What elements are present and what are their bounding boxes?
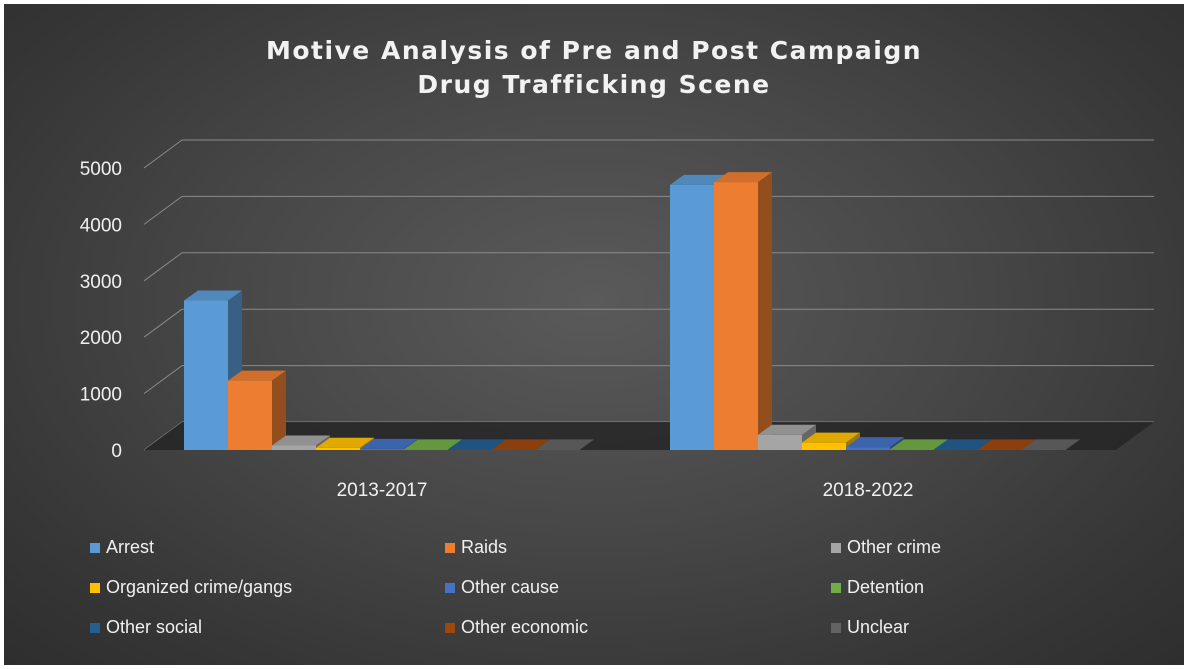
bar-detention-2013-2017 bbox=[404, 449, 448, 450]
legend-item: Raids bbox=[445, 537, 507, 558]
bar-top bbox=[360, 438, 418, 449]
bar-top bbox=[272, 435, 330, 446]
plot-area: 0 1000 2000 3000 4000 5000 2013-2017 2018-2022 bbox=[80, 139, 1154, 501]
legend-item: Organized crime/gangs bbox=[90, 577, 292, 598]
legend-swatch bbox=[445, 622, 455, 633]
bar-top bbox=[978, 439, 1036, 450]
gridline-depth-1 bbox=[143, 365, 183, 395]
bar-other-economic-2018-2022 bbox=[978, 449, 1022, 450]
legend-item: Unclear bbox=[831, 617, 909, 638]
legend-swatch bbox=[90, 542, 100, 553]
bar-top bbox=[846, 437, 904, 448]
bar-side bbox=[890, 437, 904, 450]
bar-side bbox=[272, 370, 286, 450]
bar-side bbox=[1066, 439, 1080, 450]
legend-swatch bbox=[831, 622, 841, 633]
bar-raids-2013-2017 bbox=[228, 380, 272, 450]
gridline-depth-3 bbox=[143, 252, 183, 282]
legend-item: Arrest bbox=[90, 537, 154, 558]
legend-label: Other economic bbox=[461, 617, 589, 637]
chart-title: Motive Analysis of Pre and Post Campaign… bbox=[4, 34, 1184, 102]
chart-title-line-1: Motive Analysis of Pre and Post Campaign bbox=[265, 36, 923, 65]
bar-top bbox=[404, 439, 462, 450]
bar-raids-2018-2022 bbox=[714, 182, 758, 450]
y-tick-label: 2000 bbox=[80, 328, 122, 349]
legend-item: Other economic bbox=[445, 617, 588, 638]
bar-top bbox=[670, 174, 728, 185]
legend-label: Raids bbox=[461, 537, 508, 557]
bar-organized-crime-gangs-2013-2017 bbox=[316, 447, 360, 450]
legend-label: Detention bbox=[847, 577, 925, 597]
bar-other-social-2018-2022 bbox=[934, 449, 978, 450]
legend-item: Detention bbox=[831, 577, 924, 598]
bar-top bbox=[1022, 439, 1080, 450]
bar-other-social-2013-2017 bbox=[448, 449, 492, 450]
bar-unclear-2018-2022 bbox=[1022, 449, 1066, 450]
bar-top bbox=[448, 439, 506, 450]
legend-label: Unclear bbox=[847, 617, 910, 637]
bar-top bbox=[228, 370, 286, 381]
bar-top bbox=[536, 439, 594, 450]
y-tick-label: 0 bbox=[111, 441, 122, 462]
legend-swatch bbox=[90, 582, 100, 593]
bar-other-economic-2013-2017 bbox=[492, 449, 536, 450]
bar-other-crime-2018-2022 bbox=[758, 434, 802, 450]
legend-swatch bbox=[445, 542, 455, 553]
bar-arrest-2018-2022 bbox=[670, 184, 714, 451]
bar-detention-2018-2022 bbox=[890, 449, 934, 450]
bar-other-cause-2018-2022 bbox=[846, 447, 890, 450]
y-tick-label: 4000 bbox=[80, 215, 122, 236]
gridline-depth-2 bbox=[143, 308, 183, 338]
bar-top bbox=[758, 424, 816, 435]
bar-side bbox=[580, 439, 594, 450]
legend-item: Other social bbox=[90, 617, 202, 638]
legend-label: Other crime bbox=[847, 537, 942, 557]
legend-swatch bbox=[90, 622, 100, 633]
bar-arrest-2013-2017 bbox=[184, 300, 228, 450]
bar-top bbox=[316, 437, 374, 448]
legend-item: Other cause bbox=[445, 577, 559, 598]
legend-label: Arrest bbox=[106, 537, 155, 557]
bar-top bbox=[802, 432, 860, 443]
legend-swatch bbox=[831, 582, 841, 593]
gridline-depth-5 bbox=[143, 139, 183, 169]
bar-top bbox=[714, 172, 772, 183]
y-tick-label: 3000 bbox=[80, 272, 122, 293]
chart-frame: Motive Analysis of Pre and Post Campaign… bbox=[4, 4, 1184, 665]
y-tick-label: 1000 bbox=[80, 385, 122, 406]
legend-label: Other cause bbox=[461, 577, 560, 597]
chart-title-line-2: Drug Trafficking Scene bbox=[417, 70, 771, 99]
bar-side bbox=[758, 172, 772, 450]
bar-unclear-2013-2017 bbox=[536, 449, 580, 450]
bar-top bbox=[492, 439, 550, 450]
legend-item: Other crime bbox=[831, 537, 941, 558]
bar-organized-crime-gangs-2018-2022 bbox=[802, 442, 846, 450]
x-tick-label: 2018-2022 bbox=[823, 480, 914, 501]
bar-top bbox=[890, 439, 948, 450]
legend-swatch bbox=[831, 542, 841, 553]
bar-other-cause-2013-2017 bbox=[360, 448, 404, 450]
legend-label: Other social bbox=[106, 617, 203, 637]
legend-label: Organized crime/gangs bbox=[106, 577, 293, 597]
x-tick-label: 2013-2017 bbox=[337, 480, 428, 501]
bar-other-crime-2013-2017 bbox=[272, 445, 316, 450]
bar-top bbox=[934, 439, 992, 450]
legend-swatch bbox=[445, 582, 455, 593]
bar-top bbox=[184, 290, 242, 301]
gridline-depth-4 bbox=[143, 195, 183, 225]
y-tick-label: 5000 bbox=[80, 159, 122, 180]
